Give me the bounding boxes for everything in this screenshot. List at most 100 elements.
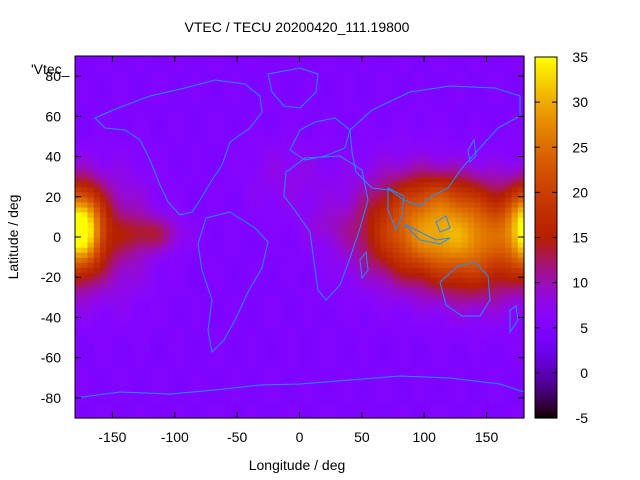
heatmap-cell — [224, 176, 232, 183]
heatmap-cell — [336, 317, 344, 324]
heatmap-cell — [311, 151, 319, 158]
heatmap-cell — [449, 171, 457, 178]
heatmap-cell — [181, 136, 188, 143]
heatmap-cell — [399, 181, 407, 188]
heatmap-cell — [424, 357, 432, 364]
heatmap-cell — [181, 181, 188, 188]
heatmap-cell — [324, 267, 332, 273]
heatmap-cell — [505, 277, 513, 283]
heatmap-cell — [405, 252, 413, 258]
heatmap-cell — [442, 121, 450, 127]
heatmap-cell — [355, 302, 363, 308]
heatmap-cell — [436, 242, 444, 248]
heatmap-cell — [99, 322, 107, 329]
heatmap-cell — [162, 237, 170, 243]
heatmap-cell — [162, 156, 170, 163]
heatmap-cell — [293, 362, 301, 369]
heatmap-cell — [149, 146, 157, 153]
heatmap-cell — [299, 116, 307, 122]
heatmap-cell — [193, 231, 201, 238]
heatmap-cell — [486, 191, 494, 198]
heatmap-cell — [474, 292, 481, 298]
heatmap-cell — [399, 101, 407, 107]
heatmap-cell — [467, 407, 475, 414]
heatmap-cell — [311, 377, 319, 384]
heatmap-cell — [386, 272, 394, 278]
heatmap-cell — [237, 317, 244, 324]
heatmap-cell — [168, 377, 176, 384]
heatmap-cell — [461, 347, 469, 354]
heatmap-cell — [311, 136, 319, 143]
heatmap-cell — [442, 412, 450, 419]
heatmap-cell — [430, 231, 438, 238]
heatmap-cell — [205, 231, 213, 238]
heatmap-cell — [386, 176, 394, 183]
heatmap-cell — [212, 257, 220, 263]
heatmap-cell — [118, 337, 126, 344]
heatmap-cell — [137, 201, 145, 208]
heatmap-cell — [336, 357, 344, 364]
heatmap-cell — [293, 372, 301, 379]
heatmap-cell — [492, 116, 500, 122]
heatmap-cell — [268, 367, 276, 374]
heatmap-cell — [449, 322, 457, 329]
heatmap-cell — [336, 171, 344, 178]
heatmap-cell — [293, 221, 301, 228]
heatmap-cell — [193, 237, 201, 243]
heatmap-cell — [430, 367, 438, 374]
heatmap-cell — [81, 196, 89, 203]
heatmap-cell — [368, 387, 375, 394]
heatmap-cell — [399, 211, 407, 218]
heatmap-cell — [424, 282, 432, 288]
heatmap-cell — [430, 171, 438, 178]
heatmap-cell — [486, 151, 494, 158]
heatmap-cell — [131, 332, 138, 339]
heatmap-cell — [168, 362, 176, 369]
heatmap-cell — [361, 407, 369, 414]
heatmap-cell — [411, 136, 419, 143]
heatmap-cell — [112, 136, 120, 143]
heatmap-cell — [106, 166, 114, 173]
heatmap-cell — [137, 412, 145, 419]
heatmap-cell — [330, 171, 338, 178]
heatmap-cell — [274, 382, 282, 389]
heatmap-cell — [168, 257, 176, 263]
heatmap-cell — [299, 332, 307, 339]
heatmap-cell — [299, 382, 307, 389]
heatmap-cell — [343, 121, 350, 127]
heatmap-cell — [137, 282, 145, 288]
heatmap-cell — [218, 191, 226, 198]
heatmap-cell — [93, 166, 101, 173]
heatmap-cell — [118, 367, 126, 374]
heatmap-cell — [230, 166, 238, 173]
heatmap-cell — [193, 221, 201, 228]
heatmap-cell — [93, 216, 101, 223]
heatmap-cell — [156, 106, 163, 112]
heatmap-cell — [187, 322, 195, 329]
heatmap-cell — [199, 382, 207, 389]
heatmap-cell — [75, 312, 82, 319]
heatmap-cell — [124, 297, 132, 303]
heatmap-cell — [442, 191, 450, 198]
heatmap-cell — [492, 206, 500, 213]
heatmap-cell — [492, 201, 500, 208]
heatmap-cell — [224, 407, 232, 414]
heatmap-cell — [287, 136, 294, 143]
heatmap-cell — [330, 71, 338, 77]
heatmap-cell — [237, 337, 244, 344]
heatmap-cell — [156, 372, 163, 379]
heatmap-cell — [511, 282, 519, 288]
heatmap-cell — [299, 307, 307, 314]
heatmap-cell — [149, 96, 157, 102]
heatmap-cell — [143, 257, 151, 263]
heatmap-cell — [486, 242, 494, 248]
heatmap-cell — [355, 116, 363, 122]
heatmap-cell — [193, 176, 201, 183]
heatmap-cell — [255, 257, 263, 263]
heatmap-cell — [361, 302, 369, 308]
heatmap-cell — [349, 131, 357, 138]
heatmap-cell — [193, 66, 201, 72]
heatmap-cell — [499, 337, 506, 344]
heatmap-cell — [268, 342, 276, 349]
heatmap-cell — [374, 91, 382, 97]
